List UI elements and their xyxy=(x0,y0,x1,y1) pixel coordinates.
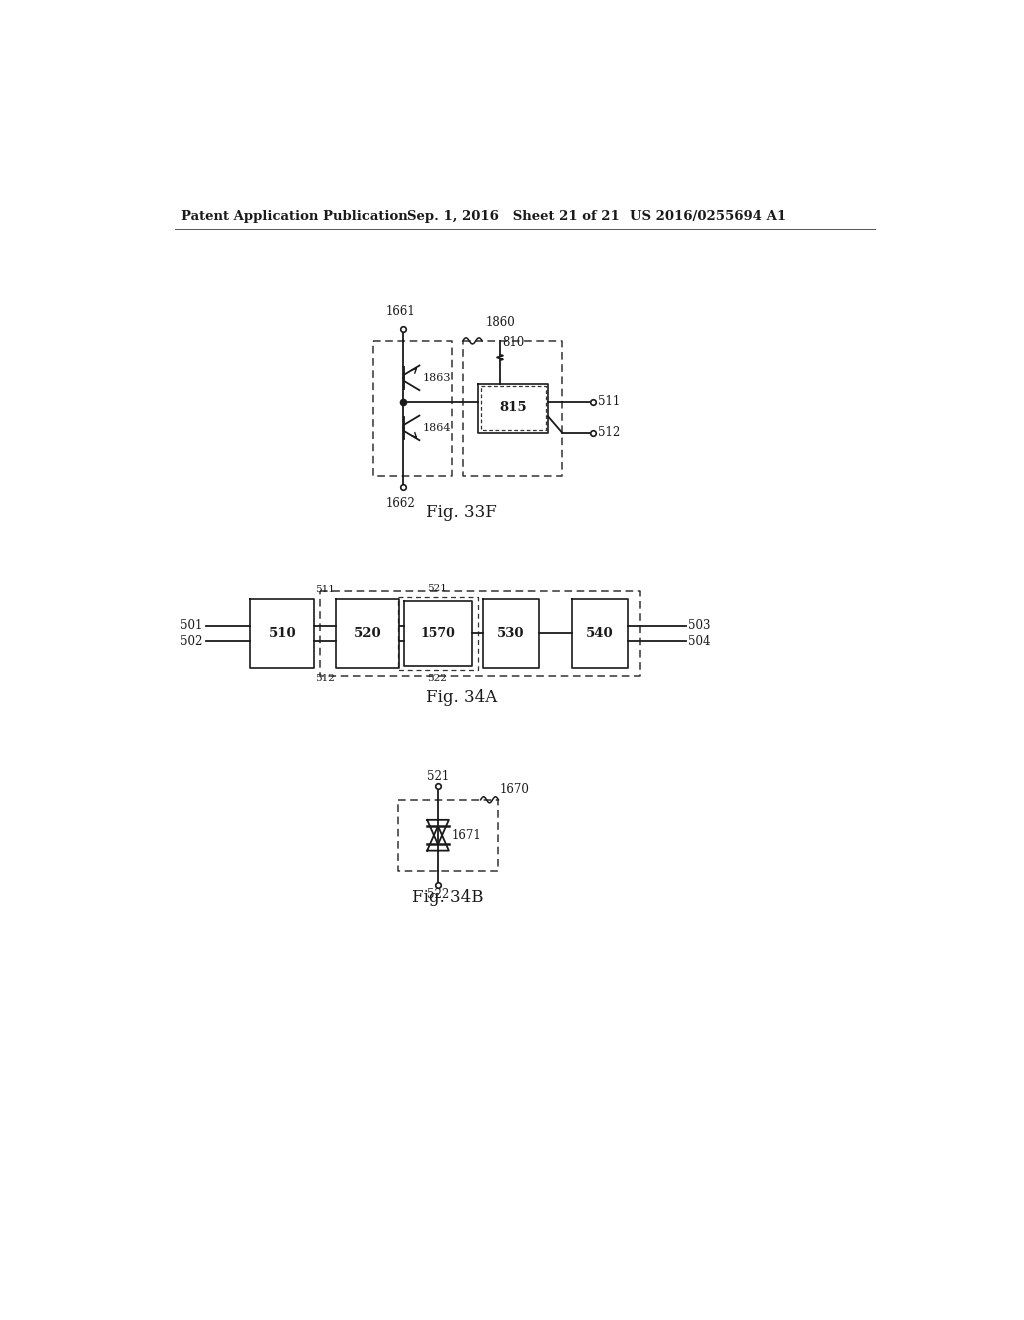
Text: Fig. 34A: Fig. 34A xyxy=(426,689,497,706)
Text: 511: 511 xyxy=(315,585,335,594)
Text: 1661: 1661 xyxy=(386,305,416,318)
Text: 540: 540 xyxy=(586,627,613,640)
Text: 511: 511 xyxy=(598,395,620,408)
Text: 1570: 1570 xyxy=(421,627,456,640)
Text: US 2016/0255694 A1: US 2016/0255694 A1 xyxy=(630,210,786,223)
Text: Patent Application Publication: Patent Application Publication xyxy=(180,210,408,223)
Text: 522: 522 xyxy=(427,887,450,900)
Text: Sep. 1, 2016   Sheet 21 of 21: Sep. 1, 2016 Sheet 21 of 21 xyxy=(407,210,620,223)
Text: 810: 810 xyxy=(503,337,524,350)
Text: 530: 530 xyxy=(497,627,524,640)
Text: 503: 503 xyxy=(688,619,711,632)
Text: 521: 521 xyxy=(427,770,450,783)
Text: 815: 815 xyxy=(500,401,527,414)
Text: 1662: 1662 xyxy=(386,498,416,511)
Text: 1863: 1863 xyxy=(423,372,451,383)
Text: 510: 510 xyxy=(268,627,296,640)
Text: 522: 522 xyxy=(427,675,447,684)
Text: 520: 520 xyxy=(353,627,381,640)
Text: 1864: 1864 xyxy=(423,422,451,433)
Text: Fig. 34B: Fig. 34B xyxy=(413,890,483,906)
Text: 501: 501 xyxy=(180,619,203,632)
Text: 504: 504 xyxy=(688,635,711,648)
Text: Fig. 33F: Fig. 33F xyxy=(426,504,497,521)
Text: 502: 502 xyxy=(180,635,203,648)
Text: 512: 512 xyxy=(598,426,620,440)
Text: 512: 512 xyxy=(315,675,335,684)
Text: 1670: 1670 xyxy=(500,783,529,796)
Text: 1860: 1860 xyxy=(486,317,516,330)
Text: 1671: 1671 xyxy=(452,829,481,842)
Text: 521: 521 xyxy=(427,585,447,594)
